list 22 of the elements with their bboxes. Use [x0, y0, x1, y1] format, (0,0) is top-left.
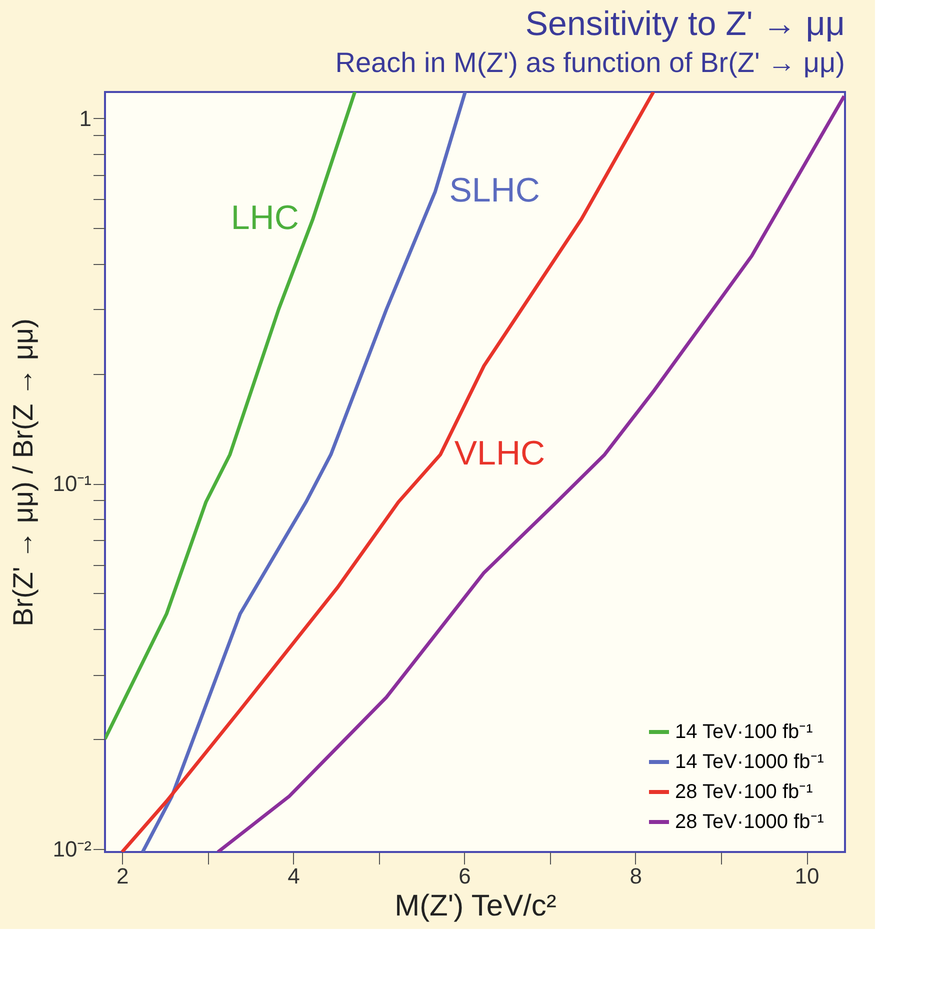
line-series — [105, 92, 357, 741]
chart-subtitle: Reach in M(Z') as function of Br(Z' → μμ) — [335, 47, 845, 78]
annotation: VLHC — [454, 434, 546, 473]
y-tick-label: 10⁻¹ — [52, 471, 92, 496]
x-tick-label: 6 — [458, 864, 471, 888]
annotation: LHC — [230, 198, 299, 237]
y-axis-title: Br(Z' → μμ) / Br(Z → μμ) — [8, 318, 39, 626]
y-tick-label: 1 — [79, 106, 92, 131]
y-tick-label: 10⁻² — [52, 836, 92, 862]
legend-label: 14 TeV·1000 fb⁻¹ — [675, 751, 824, 773]
x-axis-title: M(Z') TeV/c² — [394, 890, 556, 922]
chart-title: Sensitivity to Z' → μμ — [525, 5, 845, 43]
legend-label: 28 TeV·100 fb⁻¹ — [675, 781, 814, 803]
x-tick-label: 10 — [794, 864, 820, 888]
line-series — [216, 94, 845, 852]
legend-label: 28 TeV·1000 fb⁻¹ — [675, 811, 824, 833]
x-tick-label: 8 — [630, 864, 642, 888]
line-series — [120, 92, 656, 852]
legend-label: 14 TeV·100 fb⁻¹ — [675, 721, 814, 743]
annotation: SLHC — [449, 172, 540, 210]
x-tick-label: 2 — [116, 864, 129, 888]
x-tick-label: 4 — [288, 864, 300, 888]
